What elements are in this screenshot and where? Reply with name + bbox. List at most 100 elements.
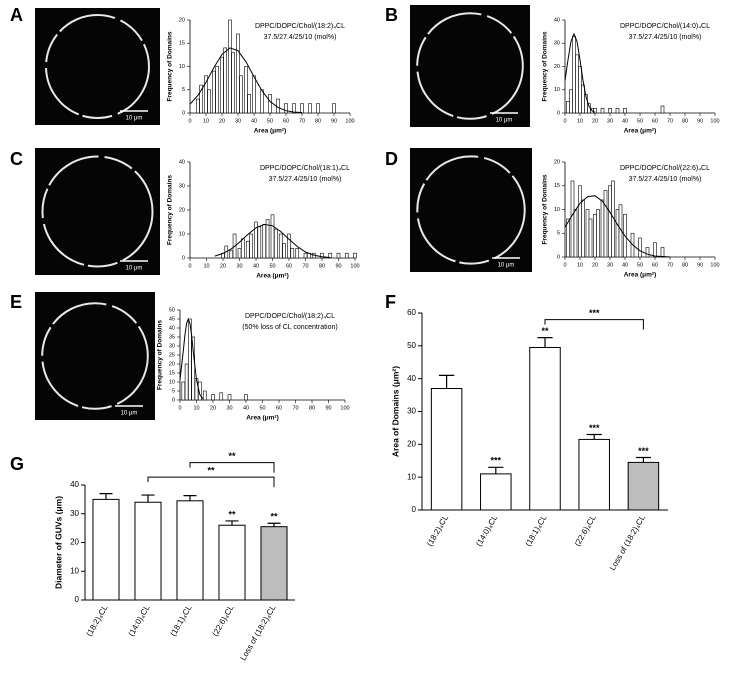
- x-axis-label: Area (μm²): [624, 128, 657, 135]
- x-tick-label: 10: [193, 405, 199, 411]
- histogram-bar: [320, 252, 324, 259]
- y-tick-label: 5: [172, 388, 175, 394]
- histogram-bar: [268, 94, 272, 114]
- histogram-bar: [623, 108, 627, 114]
- x-tick-label: (14:0)₄CL: [474, 513, 499, 548]
- x-tick-label: 60: [286, 263, 292, 269]
- bar: [529, 346, 561, 511]
- error-bar: [225, 520, 239, 526]
- histogram-bar: [265, 219, 270, 259]
- significance-bracket: [189, 462, 275, 473]
- y-tick-label: 10: [169, 379, 175, 385]
- histogram-bar: [653, 242, 657, 258]
- histogram-bar: [603, 190, 608, 258]
- x-tick-label: 20: [210, 405, 216, 411]
- bar: [260, 526, 288, 601]
- scale-bar-label: 10 μm: [496, 118, 513, 124]
- bar: [430, 388, 463, 511]
- significance-label: ***: [638, 446, 649, 456]
- y-tick-label: 20: [554, 64, 560, 70]
- histogram-bar: [202, 390, 207, 401]
- histogram-bar: [290, 248, 295, 259]
- y-tick-label: 0: [182, 255, 185, 261]
- chart-title: DPPC/DOPC/Chol/(22:6)₄CL: [620, 165, 710, 172]
- y-tick-label: 40: [407, 374, 416, 383]
- significance-label: ***: [589, 423, 600, 433]
- significance-bracket: [147, 476, 275, 488]
- histogram-bar: [227, 394, 232, 401]
- bar: [218, 524, 246, 601]
- x-tick-label: (22:6)₄CL: [573, 513, 598, 548]
- chart-subtitle: 37.5/27.4/25/10 (mol%): [269, 176, 342, 183]
- chart-subtitle: (50% loss of CL concentration): [242, 324, 337, 331]
- x-tick-label: 40: [243, 405, 249, 411]
- bar: [176, 500, 204, 601]
- panel-letter: E: [10, 292, 22, 312]
- histogram-bar: [262, 224, 267, 259]
- histogram-bar: [336, 252, 341, 259]
- histogram-bar: [570, 180, 575, 258]
- x-tick-label: 70: [299, 118, 305, 124]
- histogram-bar: [660, 105, 665, 114]
- y-tick-label: 15: [179, 41, 185, 47]
- histogram-bar: [245, 240, 250, 259]
- chart-subtitle: 37.5/27.4/25/10 (mol%): [629, 176, 702, 183]
- histogram-bar: [660, 247, 665, 258]
- x-tick-label: 70: [667, 262, 673, 268]
- x-tick-label: 90: [325, 405, 331, 411]
- bar: [134, 501, 162, 601]
- histogram-bar: [316, 103, 320, 114]
- y-tick-label: 30: [554, 41, 560, 47]
- x-tick-label: 100: [710, 118, 719, 124]
- histogram-bar: [252, 75, 256, 114]
- chart-title: DPPC/DOPC/Chol/(18:2)₄CL: [255, 23, 345, 30]
- x-tick-label: 10: [577, 262, 583, 268]
- fit-curve: [179, 317, 204, 400]
- bracket-label: **: [207, 465, 215, 475]
- x-tick-label: (22:6)₄CL: [211, 603, 236, 638]
- histogram-bar: [566, 101, 570, 114]
- panel-letter: F: [385, 292, 396, 312]
- y-tick-label: 10: [70, 566, 79, 575]
- histogram-bar: [645, 247, 650, 258]
- histogram-bar: [282, 243, 286, 259]
- chart-title: DPPC/DOPC/Chol/(14:0)₄CL: [620, 23, 710, 30]
- x-tick-label: 0: [178, 405, 181, 411]
- histogram-bar: [303, 252, 308, 259]
- y-tick-label: 0: [557, 110, 560, 116]
- histogram-bar: [575, 54, 579, 114]
- histogram-bar: [344, 252, 349, 259]
- scale-bar-label: 10 μm: [498, 263, 515, 269]
- error-bar: [488, 466, 504, 474]
- x-tick-label: (18:1)₄CL: [524, 513, 549, 548]
- micrograph: [35, 148, 160, 275]
- histogram-bar: [228, 19, 232, 114]
- y-axis-label: Frequency of Domains: [167, 175, 174, 245]
- y-axis-label: Diameter of GUVs (μm): [53, 496, 63, 589]
- histogram-bar: [229, 250, 234, 259]
- significance-label: ***: [491, 456, 502, 466]
- panel-letter: D: [385, 149, 398, 169]
- x-tick-label: 20: [219, 118, 225, 124]
- histogram-bar: [231, 52, 235, 114]
- bar: [578, 438, 610, 511]
- vesicle-outline: [45, 14, 150, 119]
- error-bar: [183, 495, 197, 501]
- histogram-bar: [223, 47, 227, 114]
- vesicle-outline: [416, 155, 526, 265]
- histogram-bar: [184, 363, 189, 401]
- x-tick-label: 10: [203, 118, 209, 124]
- micrograph: [35, 8, 160, 125]
- x-tick-label: 20: [220, 263, 226, 269]
- y-tick-label: 40: [169, 325, 175, 331]
- y-axis-label: Area of Domains (μm²): [390, 366, 400, 457]
- x-tick-label: 80: [682, 118, 688, 124]
- x-tick-label: 20: [592, 118, 598, 124]
- histogram-bar: [608, 108, 612, 114]
- x-tick-label: 10: [203, 263, 209, 269]
- vesicle-outline: [41, 302, 149, 410]
- histogram-bar: [287, 233, 291, 259]
- panel-letter: C: [10, 149, 23, 169]
- x-axis-label: Area (μm²): [256, 273, 289, 280]
- y-tick-label: 60: [407, 308, 416, 317]
